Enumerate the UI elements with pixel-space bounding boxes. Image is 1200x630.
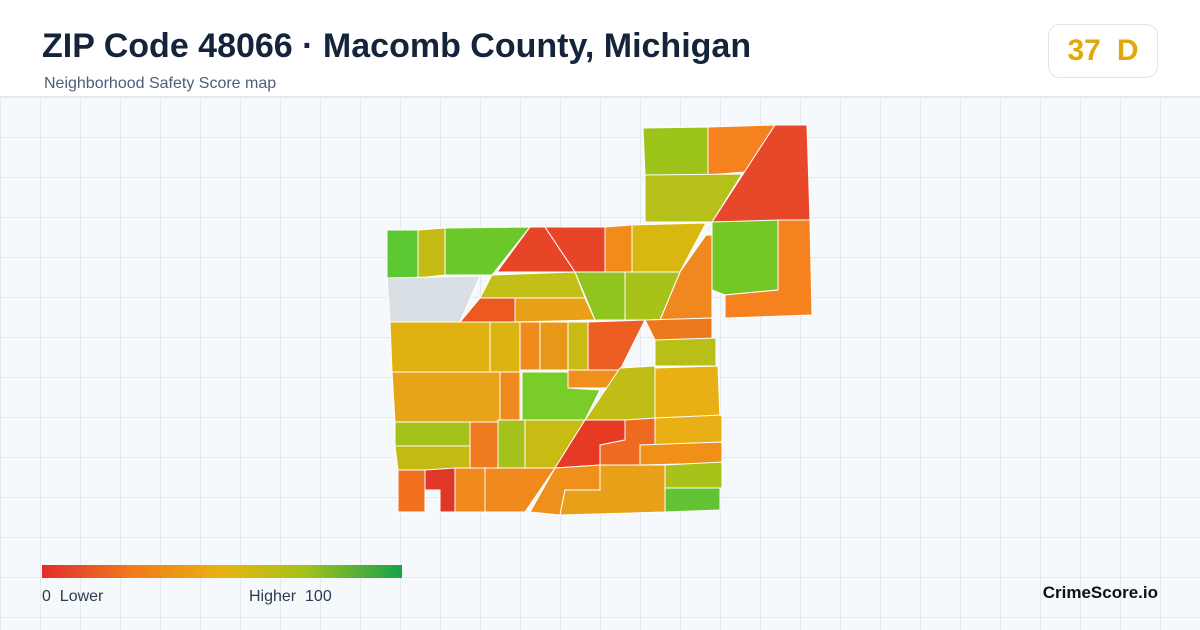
header: ZIP Code 48066 · Macomb County, Michigan… — [0, 0, 1200, 97]
area — [664, 487, 721, 513]
legend-high: Higher 100 — [249, 588, 332, 606]
area — [386, 229, 419, 279]
legend-max: 100 — [305, 588, 332, 605]
area — [654, 365, 721, 421]
area — [587, 319, 646, 371]
legend-min-label: Lower — [59, 588, 104, 605]
area — [664, 461, 723, 489]
area — [389, 321, 491, 373]
subtitle: Neighborhood Safety Score map — [44, 75, 277, 92]
area — [642, 126, 709, 176]
title: ZIP Code 48066 · Macomb County, Michigan — [42, 27, 752, 65]
area — [417, 227, 446, 279]
area — [639, 441, 723, 466]
zip-areas — [386, 124, 813, 516]
area — [454, 467, 486, 513]
area — [424, 467, 456, 513]
brand: CrimeScore.io — [1042, 583, 1158, 602]
area — [539, 321, 569, 371]
area — [519, 321, 541, 371]
area — [497, 419, 526, 469]
area — [499, 371, 521, 421]
area — [469, 421, 499, 469]
legend-low: 0 Lower — [42, 588, 103, 606]
score-grade: D — [1116, 34, 1139, 67]
area — [654, 337, 717, 367]
area — [604, 224, 633, 273]
legend-gradient — [42, 565, 402, 578]
area — [394, 445, 471, 471]
area — [567, 321, 589, 371]
area — [397, 469, 426, 513]
area — [514, 297, 596, 323]
area — [479, 271, 586, 299]
area — [724, 219, 813, 319]
legend-max-label: Higher — [249, 588, 297, 605]
area — [484, 467, 556, 513]
area — [391, 371, 501, 423]
score-value: 37 — [1067, 34, 1101, 67]
area — [711, 219, 779, 296]
legend-min: 0 — [42, 588, 51, 605]
area — [489, 321, 521, 373]
area — [394, 421, 471, 447]
score-badge: 37 D — [1048, 24, 1158, 78]
area — [644, 317, 713, 341]
area — [654, 414, 723, 446]
